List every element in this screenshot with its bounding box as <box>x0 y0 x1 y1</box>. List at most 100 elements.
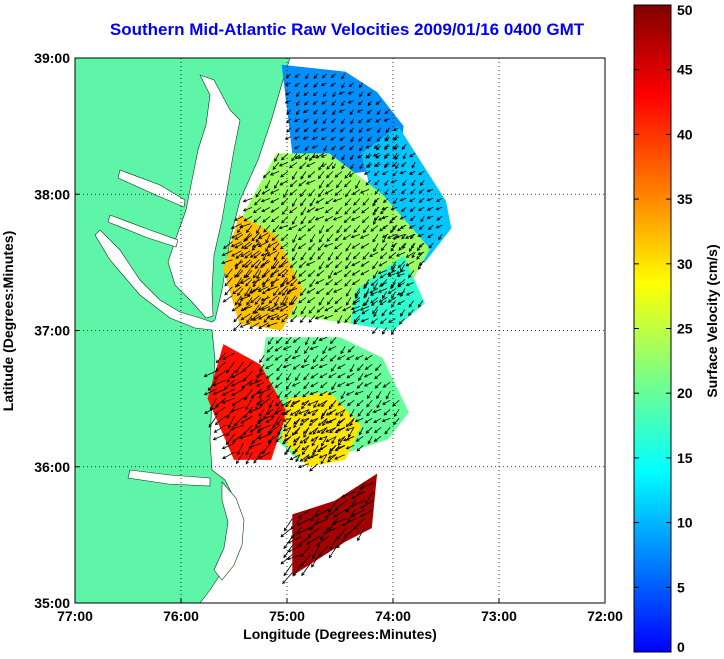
velocity-vector <box>378 282 387 287</box>
velocity-vector <box>249 313 260 321</box>
velocity-vector <box>270 189 280 194</box>
velocity-vector <box>297 243 307 249</box>
velocity-vector <box>381 206 389 211</box>
velocity-vector <box>317 252 325 260</box>
velocity-vector <box>334 189 343 196</box>
velocity-vector <box>361 216 370 224</box>
velocity-vector <box>366 400 373 408</box>
velocity-vector <box>276 364 283 372</box>
velocity-vector <box>268 424 280 434</box>
velocity-vector <box>263 315 271 323</box>
velocity-vector <box>397 282 405 288</box>
velocity-vector <box>405 282 414 287</box>
velocity-vector <box>389 216 397 224</box>
velocity-vector <box>308 243 316 251</box>
velocity-vector <box>231 388 244 396</box>
velocity-vector <box>234 268 242 279</box>
velocity-vector <box>313 109 318 115</box>
velocity-vector <box>357 154 363 159</box>
velocity-vector <box>253 451 262 464</box>
velocity-vector <box>352 207 361 214</box>
velocity-region-central-east <box>350 255 425 331</box>
velocity-vector <box>426 188 434 193</box>
velocity-vector <box>225 433 235 446</box>
velocity-vector <box>270 277 278 288</box>
velocity-vector <box>272 288 280 297</box>
velocity-vector <box>252 207 262 214</box>
velocity-vector <box>351 189 361 195</box>
velocity-vector <box>231 370 244 378</box>
colorbar-tick-label: 20 <box>677 385 693 401</box>
velocity-vector <box>372 207 379 216</box>
velocity-vector <box>231 304 242 312</box>
velocity-vector <box>363 282 369 290</box>
velocity-vector <box>359 234 370 239</box>
velocity-vector <box>343 270 352 278</box>
velocity-vector <box>392 170 398 177</box>
velocity-vector <box>344 180 352 188</box>
velocity-vector <box>329 536 338 550</box>
velocity-vector <box>318 297 325 306</box>
velocity-vector <box>251 433 262 444</box>
velocity-vector <box>282 363 292 369</box>
velocity-vector <box>235 361 244 374</box>
velocity-vector <box>365 152 371 159</box>
velocity-vector <box>280 234 289 242</box>
velocity-vector <box>322 91 328 98</box>
velocity-vector <box>318 363 328 369</box>
velocity-vector <box>258 391 265 399</box>
velocity-vector <box>334 261 343 269</box>
velocity-vector <box>326 162 334 170</box>
velocity-vector <box>262 216 271 223</box>
colorbar-tick-label: 10 <box>677 515 693 531</box>
velocity-vector <box>276 313 287 320</box>
velocity-vector <box>290 297 298 306</box>
velocity-vector <box>266 382 274 389</box>
velocity-vector <box>363 372 373 378</box>
velocity-vector <box>391 161 398 167</box>
velocity-vector <box>373 435 382 442</box>
velocity-vector <box>408 300 414 308</box>
velocity-vector <box>300 252 307 261</box>
velocity-vector <box>267 304 278 311</box>
velocity-vector <box>320 136 327 140</box>
velocity-vector <box>241 241 251 249</box>
velocity-vector <box>261 189 271 195</box>
velocity-vector <box>249 286 260 294</box>
velocity-vector <box>359 189 370 194</box>
velocity-region-hatteras-south <box>292 473 378 576</box>
velocity-vector <box>346 399 355 407</box>
velocity-vector <box>337 363 346 369</box>
velocity-vector <box>301 563 311 577</box>
velocity-vector <box>222 352 235 360</box>
velocity-vector <box>287 545 302 553</box>
velocity-vector <box>417 233 425 238</box>
velocity-vector <box>258 451 271 459</box>
velocity-vector <box>236 451 244 465</box>
velocity-vector <box>221 388 235 396</box>
velocity-vector <box>261 268 269 279</box>
velocity-vector <box>365 427 373 434</box>
velocity-vector <box>418 170 425 176</box>
velocity-vector <box>293 418 301 429</box>
velocity-vector <box>348 172 354 178</box>
velocity-vector <box>334 409 345 416</box>
velocity-vector <box>250 388 262 399</box>
velocity-vector <box>299 288 307 297</box>
velocity-vector <box>408 224 416 229</box>
velocity-vector <box>282 417 292 422</box>
velocity-vector <box>351 300 360 305</box>
velocity-vector <box>265 417 274 424</box>
velocity-vector <box>230 241 242 248</box>
velocity-vector <box>293 118 300 122</box>
velocity-vector <box>318 234 325 243</box>
velocity-vector <box>266 391 274 398</box>
velocity-vector <box>409 233 416 239</box>
velocity-vector <box>260 198 271 203</box>
velocity-vector <box>319 527 329 541</box>
velocity-vector <box>307 270 316 278</box>
velocity-vector <box>258 232 269 239</box>
velocity-vector <box>259 355 265 364</box>
velocity-vector <box>370 318 378 324</box>
velocity-vector <box>383 118 390 122</box>
